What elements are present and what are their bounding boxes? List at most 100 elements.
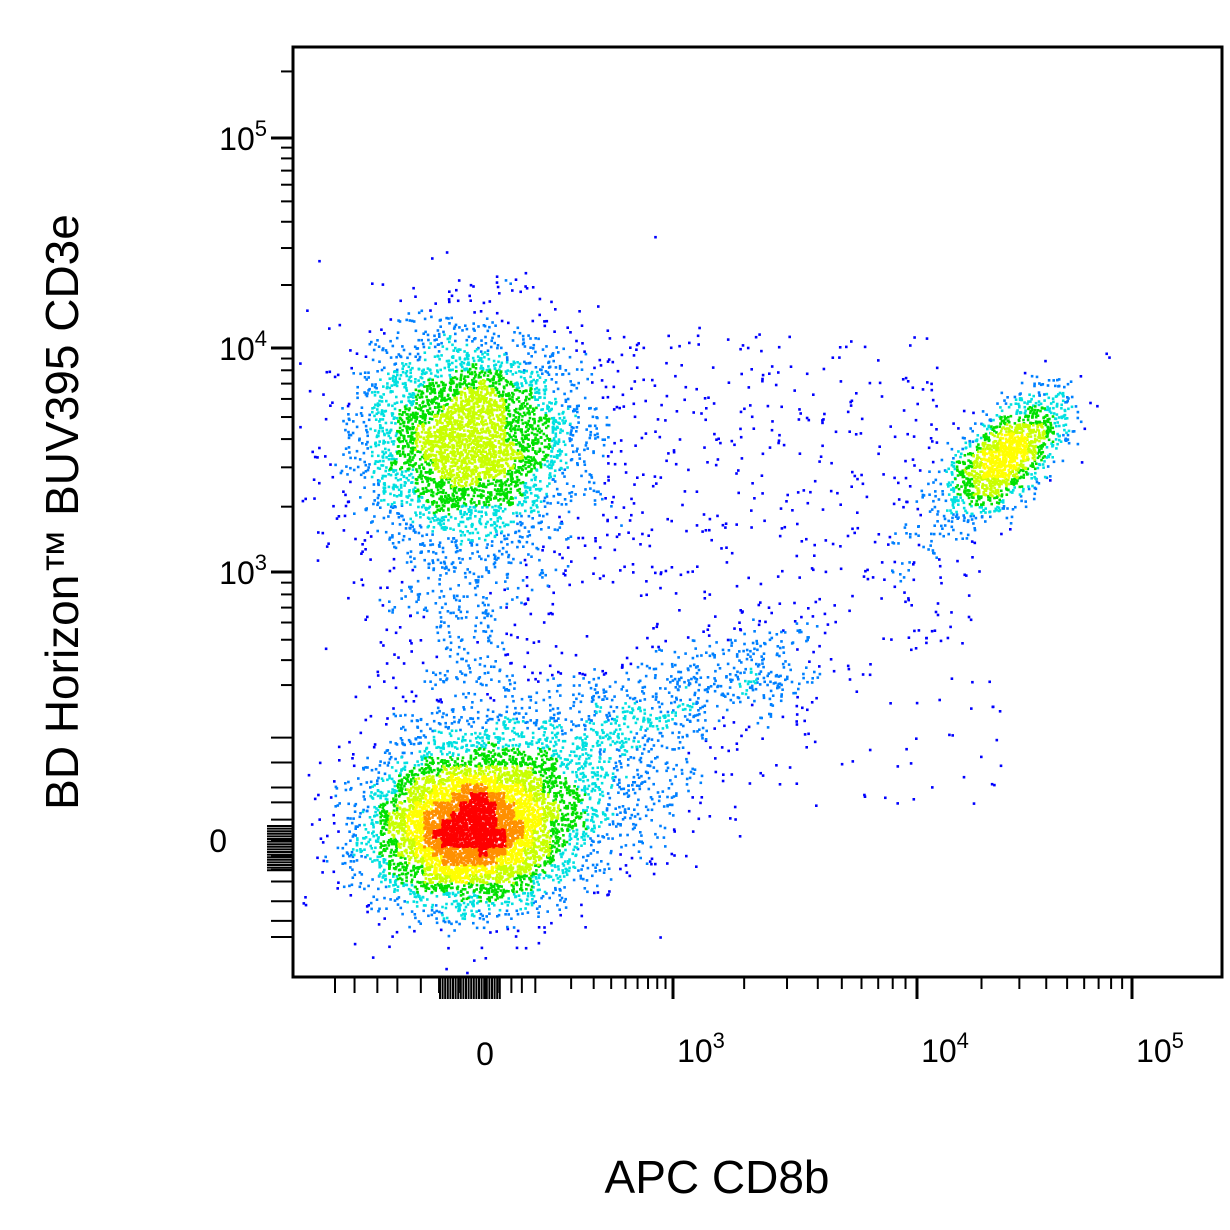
data-point bbox=[851, 470, 854, 474]
data-point bbox=[980, 422, 983, 426]
data-point bbox=[1046, 465, 1050, 468]
data-point bbox=[575, 426, 579, 429]
data-point bbox=[421, 534, 424, 538]
data-point bbox=[763, 680, 766, 684]
data-point bbox=[500, 540, 503, 544]
data-point bbox=[312, 478, 316, 481]
data-point bbox=[714, 615, 717, 618]
data-point bbox=[551, 612, 554, 616]
data-point bbox=[862, 575, 866, 578]
data-point bbox=[615, 706, 619, 709]
data-point bbox=[487, 625, 490, 629]
data-point bbox=[708, 517, 712, 521]
data-point bbox=[422, 909, 425, 913]
data-point bbox=[527, 352, 530, 355]
data-point bbox=[812, 650, 815, 654]
data-point bbox=[877, 452, 880, 456]
data-point bbox=[644, 805, 648, 809]
data-point bbox=[759, 771, 762, 775]
data-point bbox=[486, 368, 489, 372]
data-point bbox=[1029, 400, 1032, 403]
data-point bbox=[468, 582, 472, 585]
data-point bbox=[1070, 395, 1074, 399]
data-point bbox=[687, 683, 691, 687]
data-point bbox=[450, 316, 453, 320]
data-point bbox=[933, 524, 936, 527]
data-point bbox=[607, 711, 611, 715]
data-point bbox=[632, 756, 636, 760]
data-point bbox=[558, 887, 562, 891]
data-point bbox=[778, 433, 781, 437]
data-point bbox=[419, 922, 422, 925]
data-point bbox=[385, 793, 389, 796]
data-point bbox=[301, 499, 305, 503]
data-point bbox=[639, 699, 642, 702]
data-point bbox=[961, 537, 964, 540]
data-point bbox=[425, 669, 429, 673]
data-point bbox=[587, 681, 591, 684]
data-point bbox=[1052, 406, 1055, 410]
data-point bbox=[672, 450, 676, 454]
data-point bbox=[609, 851, 613, 855]
data-point bbox=[360, 414, 364, 417]
data-point bbox=[421, 369, 424, 373]
data-point bbox=[497, 680, 501, 683]
data-point bbox=[399, 355, 403, 359]
data-point bbox=[407, 605, 411, 609]
data-point bbox=[372, 823, 375, 826]
data-point bbox=[474, 509, 477, 512]
data-point bbox=[1055, 405, 1059, 408]
data-point bbox=[971, 556, 974, 559]
data-point bbox=[550, 921, 553, 925]
data-point bbox=[967, 496, 971, 500]
data-point bbox=[605, 697, 609, 700]
data-point bbox=[1064, 401, 1067, 404]
data-point bbox=[692, 772, 696, 775]
data-point bbox=[523, 891, 526, 895]
data-point bbox=[452, 566, 456, 569]
data-point bbox=[439, 722, 442, 726]
data-point bbox=[432, 719, 436, 723]
data-point bbox=[457, 608, 461, 611]
data-point bbox=[376, 794, 380, 798]
data-point bbox=[945, 470, 948, 473]
data-point bbox=[393, 380, 396, 384]
data-point bbox=[476, 641, 479, 644]
data-point bbox=[500, 361, 504, 365]
data-point bbox=[917, 534, 920, 537]
data-point bbox=[438, 518, 442, 522]
data-point bbox=[343, 514, 347, 518]
data-point bbox=[565, 873, 569, 877]
data-point bbox=[673, 748, 676, 751]
data-point bbox=[730, 439, 734, 443]
data-point bbox=[615, 825, 618, 828]
data-point bbox=[433, 519, 436, 522]
data-point bbox=[1083, 427, 1087, 431]
data-point bbox=[799, 412, 802, 415]
data-point bbox=[477, 677, 480, 680]
data-point bbox=[609, 743, 612, 747]
data-point bbox=[499, 737, 502, 740]
data-point bbox=[766, 674, 769, 678]
data-point bbox=[455, 539, 458, 542]
data-point bbox=[480, 946, 484, 950]
data-point bbox=[525, 584, 529, 588]
data-point bbox=[578, 755, 582, 758]
data-point bbox=[546, 407, 549, 411]
data-point bbox=[933, 505, 937, 509]
data-point bbox=[952, 528, 955, 532]
data-point bbox=[555, 689, 559, 693]
data-point bbox=[304, 497, 307, 501]
data-point bbox=[442, 680, 445, 683]
data-point bbox=[631, 563, 635, 566]
data-point bbox=[805, 537, 808, 541]
data-point bbox=[558, 367, 562, 370]
data-point bbox=[520, 370, 523, 374]
data-point bbox=[456, 299, 460, 303]
data-point bbox=[908, 485, 912, 488]
data-point bbox=[338, 759, 341, 762]
data-point bbox=[931, 786, 934, 789]
data-point bbox=[714, 679, 717, 683]
data-point bbox=[504, 695, 507, 698]
data-point bbox=[354, 827, 357, 830]
